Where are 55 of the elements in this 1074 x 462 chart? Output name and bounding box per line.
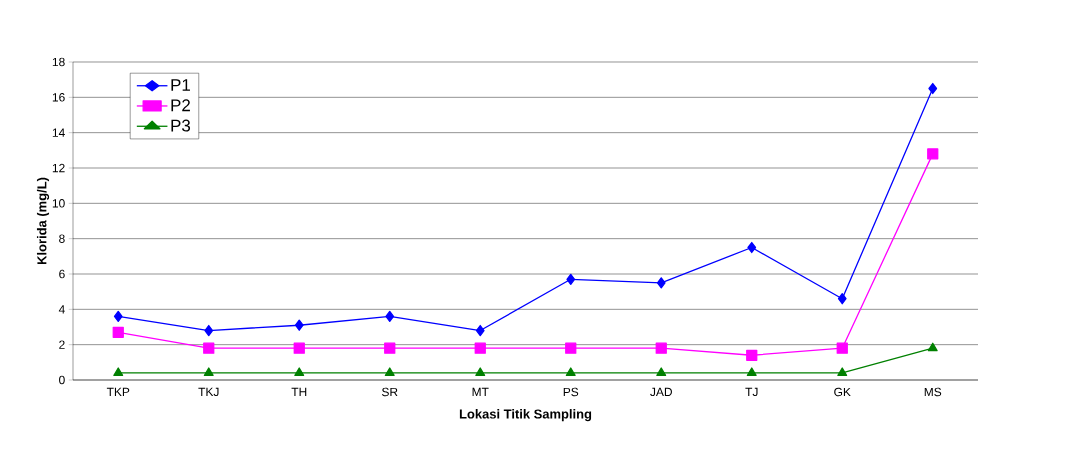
x-tick-label: PS — [563, 387, 579, 397]
point — [927, 148, 939, 160]
point — [203, 367, 214, 377]
y-tick-label: 12 — [52, 163, 65, 173]
point — [113, 367, 124, 377]
point — [384, 342, 396, 354]
point — [656, 277, 666, 289]
x-tick-label: GK — [834, 387, 851, 397]
point — [565, 367, 576, 377]
point — [474, 342, 486, 354]
y-tick-label: 6 — [59, 269, 65, 279]
y-tick-label: 2 — [59, 340, 65, 349]
y-tick-label: 14 — [52, 128, 65, 137]
y-tick-label: 10 — [52, 199, 65, 208]
x-tick-label: TKJ — [198, 387, 219, 397]
x-tick-label: MT — [472, 387, 489, 396]
legend-label: P2 — [171, 99, 190, 112]
x-axis-title: Lokasi Titik Sampling — [459, 409, 592, 422]
point — [204, 324, 214, 337]
point — [837, 367, 848, 377]
point — [836, 342, 848, 354]
y-tick-label: 16 — [52, 93, 65, 102]
point — [837, 293, 847, 305]
point — [747, 241, 757, 254]
point — [565, 342, 577, 354]
point — [203, 342, 215, 354]
point — [656, 367, 667, 377]
point — [112, 326, 124, 338]
x-tick-label: TKP — [106, 387, 130, 396]
point — [928, 82, 938, 95]
legend-label: P3 — [171, 119, 191, 132]
y-tick-label: 0 — [59, 375, 65, 385]
x-tick-label: SR — [381, 387, 398, 397]
point — [475, 324, 485, 337]
y-axis-title: Klorida (mg/L) — [36, 177, 50, 265]
point — [384, 367, 395, 377]
x-tick-label: TJ — [745, 387, 758, 397]
y-tick-label: 8 — [59, 234, 65, 243]
point — [385, 310, 395, 323]
legend-label: P1 — [171, 79, 190, 91]
point — [293, 342, 305, 354]
point — [655, 342, 667, 354]
x-tick-label: JAD — [650, 387, 672, 397]
point — [927, 342, 938, 352]
point — [113, 310, 123, 323]
y-tick-label: 18 — [52, 57, 65, 67]
point — [475, 367, 486, 377]
x-tick-label: TH — [291, 387, 307, 396]
point — [294, 319, 304, 331]
point — [566, 273, 576, 285]
y-tick-label: 4 — [58, 305, 65, 314]
point — [746, 349, 758, 361]
point — [746, 367, 757, 377]
x-tick-label: MS — [924, 387, 942, 397]
point — [294, 367, 305, 377]
